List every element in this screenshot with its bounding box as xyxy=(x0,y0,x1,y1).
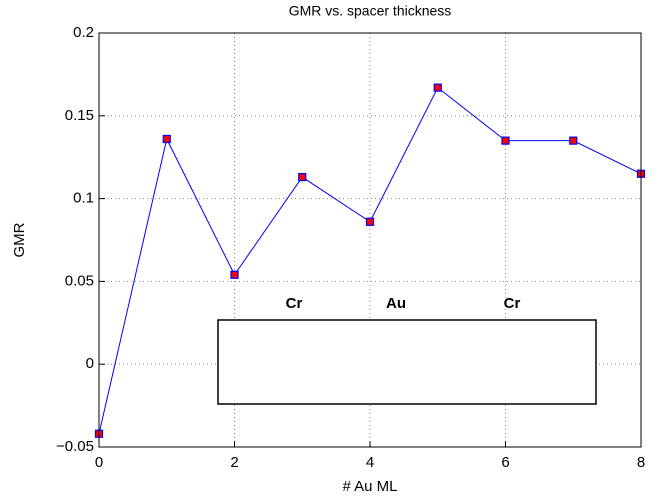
inset-label: Cr xyxy=(504,295,521,312)
y-tick-label: −0.05 xyxy=(56,438,94,455)
x-tick-label: 0 xyxy=(95,454,103,471)
data-point xyxy=(230,270,239,279)
y-tick-label: 0 xyxy=(86,355,94,372)
data-point xyxy=(162,134,171,144)
inset-image xyxy=(217,319,597,405)
x-tick-label: 6 xyxy=(501,454,509,471)
x-tick-label: 8 xyxy=(637,454,645,471)
inset-frame xyxy=(217,319,597,405)
data-point xyxy=(298,172,307,182)
y-axis-label: GMR xyxy=(11,222,28,257)
data-point xyxy=(501,136,510,145)
x-tick-label: 2 xyxy=(230,454,238,471)
data-point xyxy=(365,217,375,226)
x-tick-label: 4 xyxy=(366,454,374,471)
y-tick-label: 0.05 xyxy=(65,272,94,289)
y-tick-label: 0.15 xyxy=(65,107,94,124)
chart-title: GMR vs. spacer thickness xyxy=(289,3,452,19)
axes-frame xyxy=(98,32,642,448)
inset-label: Au xyxy=(386,295,406,312)
data-point xyxy=(569,136,578,145)
x-axis-label: # Au ML xyxy=(342,478,397,495)
data-point xyxy=(433,83,442,92)
y-tick-label: 0.2 xyxy=(73,24,94,41)
inset-label: Cr xyxy=(286,295,303,312)
y-tick-label: 0.1 xyxy=(73,190,94,207)
